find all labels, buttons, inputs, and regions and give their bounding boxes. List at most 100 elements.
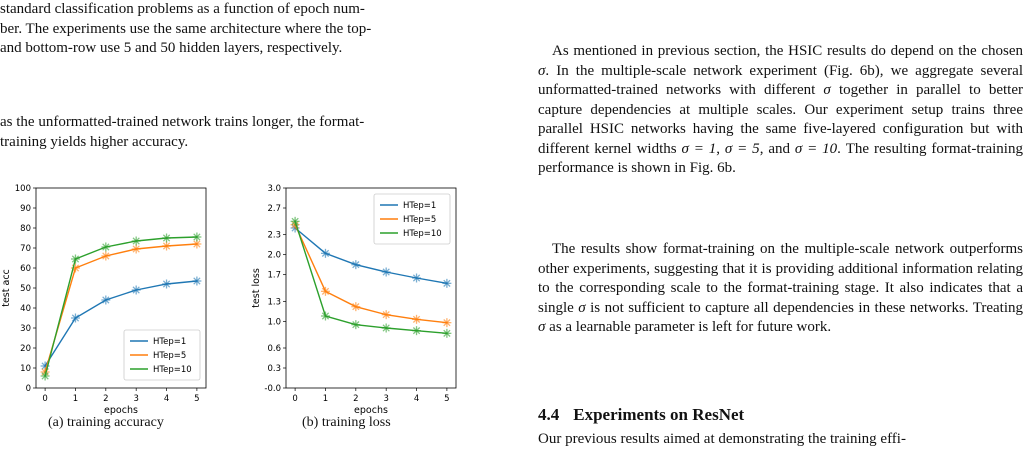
x-tick-label: 3 [383,394,388,404]
chart-training-accuracy: 0 10 20 30 40 50 60 70 80 90 100 0 1 2 3 4 5 epochs test a… [0,180,240,416]
series-point-2 [131,244,141,254]
series-point-1 [131,285,141,295]
para-line-2: training yields higher accuracy. [0,133,189,150]
series-point-3 [70,254,80,264]
body-paragraph: as the unformatted-trained network train… [0,113,488,152]
sigma-symbol: σ [538,319,546,335]
y-tick-label: 1.3 [267,297,281,307]
para-line-1: as the unformatted-trained network train… [0,114,365,130]
series-point-2 [442,318,452,328]
paragraph-multiscale: As mentioned in previous section, the HS… [538,42,1023,179]
subcaption-b: (b) training loss [302,415,391,430]
legend-box [123,329,201,381]
series-point-1 [381,267,391,277]
legend-box [373,193,451,245]
y-tick-label: 70 [20,244,31,254]
y-tick-label: 2.7 [267,204,281,214]
series-line-2 [44,243,197,373]
y-tick-label: 90 [20,204,31,214]
series-point-1 [442,278,452,288]
caption-line-3: and bottom-row use 5 and 50 hidden layer… [0,40,343,56]
series-point-2 [320,286,330,296]
series-point-1 [351,260,361,270]
legend-label-2: HTep=5 [403,215,436,225]
legend: HTep=1 HTep=5 HTep=10 [123,329,201,381]
y-axis-label: test acc [1,269,12,307]
y-tick-label: 10 [20,364,31,374]
series-point-3 [320,311,330,321]
legend-label-1: HTep=1 [153,337,186,347]
series-line-3 [44,236,197,377]
chart-svg-accuracy: 0 10 20 30 40 50 60 70 80 90 100 0 1 2 3 4 5 epochs test a… [1,184,207,416]
sigma-symbol: σ [578,299,586,316]
y-tick-label: 100 [15,184,31,194]
series-point-1 [192,276,202,286]
y-tick-label: 1.7 [267,271,281,281]
y-tick-label: -0.0 [264,384,281,394]
text-run: , [716,140,725,157]
y-tick-label: 50 [20,284,31,294]
paragraph-resnet: Our previous results aimed at demonstrat… [538,431,906,447]
y-tick-label: 1.0 [267,317,281,327]
x-tick-label: 2 [353,394,358,404]
series-point-2 [162,241,172,251]
y-tick-label: 0.6 [267,344,281,354]
y-axis-label: test loss [251,268,262,308]
series-point-3 [192,232,202,242]
series-line-2 [294,224,447,324]
caption-line-1: standard classification problems as a fu… [0,1,365,17]
series-point-3 [412,326,422,336]
x-tick-label: 2 [103,394,108,404]
x-axis-label: epochs [354,405,388,416]
series-line-1 [44,280,197,367]
series-point-1 [101,295,111,305]
text-run: As mentioned in previous section, the HS… [552,43,1023,59]
x-tick-label: 4 [414,394,419,404]
text-run: . In the multiple-scale network experime… [538,62,1023,99]
series-line-1 [294,227,448,285]
series-point-3 [381,323,391,333]
x-tick-label: 1 [73,394,78,404]
series-point-3 [40,371,50,381]
figure-caption-text: standard classification problems as a fu… [0,0,488,59]
y-tick-label: 20 [20,344,31,354]
series-point-3 [162,233,172,243]
legend: HTep=1 HTep=5 HTep=10 [373,193,451,245]
y-tick-label: 40 [20,304,31,314]
sigma-symbol: σ [538,62,546,79]
series-point-2 [351,302,361,312]
series-point-1 [320,248,330,258]
text-run: together in parallel to better capture d… [538,82,1023,157]
sigma-symbol: σ [823,82,831,98]
y-tick-label: 60 [20,264,31,274]
x-tick-label: 5 [444,394,449,404]
x-tick-label: 0 [42,394,47,404]
series-point-2 [381,310,391,320]
kernel-width-5: σ = 5 [724,140,760,157]
chart-svg-loss: -0.0 0.3 0.6 1.0 1.3 1.7 2.0 2.3 2.7 3.0 0 1 2 3 4 5 epo… [251,184,457,416]
legend-label-1: HTep=1 [403,201,436,211]
series-point-3 [351,320,361,330]
series-point-2 [412,314,422,324]
y-tick-label: 2.0 [267,251,281,261]
series-point-3 [101,242,111,252]
series-point-1 [162,279,172,289]
section-title: Experiments on ResNet [573,405,745,424]
y-tick-label: 2.3 [267,231,281,241]
plot-frame [285,187,457,389]
y-tick-label: 0 [26,384,31,394]
x-tick-label: 3 [133,394,138,404]
text-run: The results show format-training on the … [538,241,1023,316]
series-point-3 [442,328,452,338]
x-tick-label: 1 [323,394,328,404]
chart-training-loss: -0.0 0.3 0.6 1.0 1.3 1.7 2.0 2.3 2.7 3.0 0 1 2 3 4 5 epo… [250,180,490,416]
y-tick-label: 3.0 [267,184,281,194]
series-point-2 [101,251,111,261]
series-line-3 [294,221,447,335]
series-point-1 [70,313,80,323]
text-run: , and [759,140,795,157]
text-run: as a learnable parameter is left for fut… [545,319,832,335]
paragraph-results: The results show format-training on the … [538,240,1023,338]
section-heading: 4.4 Experiments on ResNet [538,405,744,425]
x-tick-label: 4 [164,394,169,404]
